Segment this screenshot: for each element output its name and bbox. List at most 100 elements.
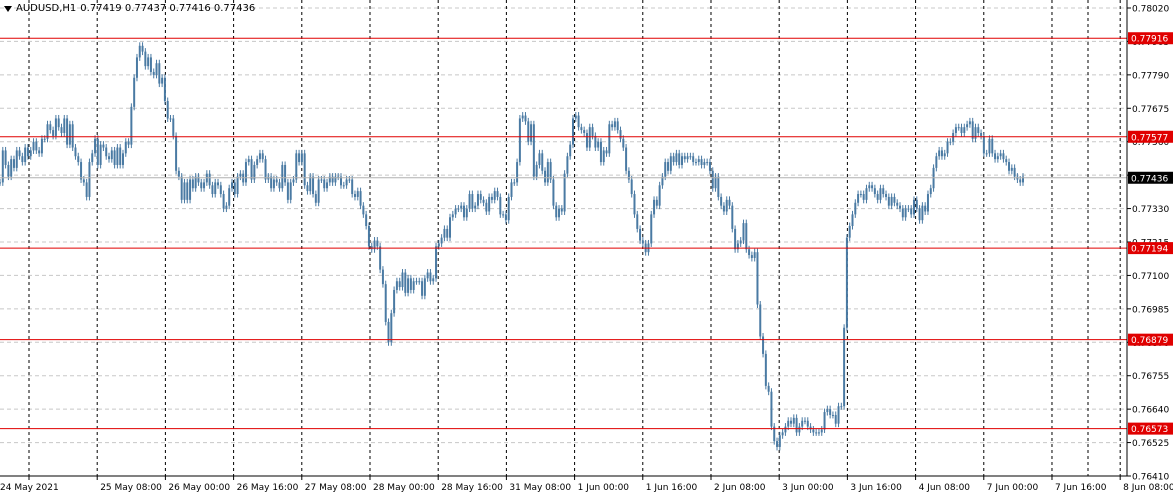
candle-body	[4, 150, 7, 165]
candle-body	[306, 185, 309, 192]
candle-body	[605, 150, 608, 154]
y-tick-label: 0.76755	[1132, 372, 1169, 382]
candle-body	[736, 243, 739, 250]
candle-body	[658, 185, 661, 206]
candle-body	[418, 281, 421, 283]
candle-body	[566, 156, 569, 174]
candle-body	[373, 240, 376, 250]
candle-body	[454, 208, 457, 215]
candle-body	[334, 176, 337, 183]
candle-body	[499, 196, 502, 215]
candle-body	[728, 199, 731, 206]
candle-body	[633, 194, 636, 215]
candle-body	[390, 313, 393, 343]
level-price-label: 0.77916	[1131, 35, 1168, 45]
level-price-label: 0.77577	[1131, 133, 1168, 143]
candle-body	[938, 150, 941, 157]
candle-body	[879, 188, 882, 200]
level-price-tag	[1128, 242, 1173, 255]
candle-body	[21, 156, 24, 163]
candle-body	[449, 217, 452, 238]
candle-body	[446, 228, 449, 238]
candle-body	[650, 214, 653, 244]
candle-body	[194, 176, 197, 189]
candle-body	[622, 138, 625, 148]
candle-body	[337, 176, 340, 178]
candle-body	[594, 135, 597, 148]
candle-body	[1005, 159, 1008, 163]
candle-body	[988, 138, 991, 154]
candle-body	[940, 150, 943, 157]
candle-body	[521, 115, 524, 119]
candle-body	[745, 223, 748, 250]
candle-body	[831, 414, 834, 416]
candle-body	[784, 426, 787, 433]
candle-body	[636, 214, 639, 229]
candle-body	[580, 127, 583, 131]
candle-body	[692, 156, 695, 163]
candle-body	[286, 182, 289, 200]
candle-body	[653, 199, 656, 215]
candle-body	[907, 208, 910, 210]
candle-body	[966, 124, 969, 128]
candle-body	[946, 141, 949, 154]
candle-body	[351, 179, 354, 195]
candle-body	[851, 214, 854, 227]
candle-body	[127, 141, 130, 145]
candle-body	[421, 281, 424, 296]
candle-body	[829, 409, 832, 415]
candle-body	[71, 124, 74, 148]
candle-body	[43, 138, 46, 140]
candle-body	[468, 194, 471, 209]
candle-body	[764, 353, 767, 386]
candle-body	[230, 182, 233, 189]
candle-body	[823, 412, 826, 430]
candle-body	[714, 176, 717, 189]
candle-body	[116, 147, 119, 165]
candle-body	[331, 176, 334, 183]
candle-body	[588, 127, 591, 148]
candle-body	[795, 417, 798, 433]
x-tick-label: 7 Jun 16:00	[1055, 483, 1107, 493]
candle-body	[451, 214, 454, 218]
candle-body	[569, 144, 572, 157]
candle-body	[488, 196, 491, 212]
candle-body	[871, 185, 874, 189]
candle-body	[60, 127, 63, 133]
candle-body	[583, 130, 586, 133]
candle-body	[854, 202, 857, 215]
level-price-label: 0.77194	[1131, 245, 1168, 255]
candle-body	[24, 147, 27, 163]
candle-body	[910, 208, 913, 215]
candle-body	[32, 141, 35, 151]
candle-body	[862, 194, 865, 200]
candle-body	[574, 115, 577, 119]
y-tick-label: 0.77790	[1132, 71, 1169, 81]
candle-body	[158, 63, 161, 84]
chevron-down-icon[interactable]	[4, 5, 12, 12]
candle-body	[563, 173, 566, 212]
candle-body	[314, 194, 317, 203]
candle-body	[952, 132, 955, 142]
candle-body	[74, 147, 77, 157]
candle-body	[809, 426, 812, 430]
candle-body	[387, 321, 390, 343]
candle-body	[29, 150, 32, 157]
candle-body	[432, 278, 435, 282]
candle-body	[345, 179, 348, 186]
candle-body	[474, 205, 477, 209]
candle-body	[597, 141, 600, 148]
level-lines[interactable]	[0, 37, 1127, 430]
candle-body	[753, 252, 756, 258]
candle-body	[627, 170, 630, 180]
candle-body	[342, 185, 345, 187]
candle-body	[272, 179, 275, 189]
candle-body	[119, 147, 122, 165]
candle-body	[639, 228, 642, 241]
candle-body	[133, 77, 136, 107]
candle-body	[214, 182, 217, 195]
candle-body	[625, 147, 628, 171]
candle-body	[52, 130, 55, 136]
